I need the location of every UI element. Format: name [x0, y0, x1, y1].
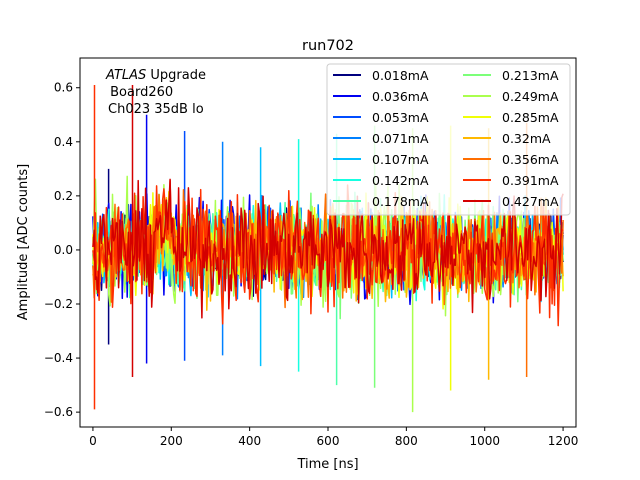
y-tick-label: −0.6: [44, 405, 73, 419]
series-line: [92, 178, 564, 319]
y-tick-label: 0.6: [54, 81, 73, 95]
x-tick-label: 1200: [548, 434, 579, 448]
y-axis-ticks: −0.6 −0.4 −0.2 0.0 0.2 0.4 0.6: [44, 81, 80, 419]
x-tick-label: 600: [317, 434, 340, 448]
legend-label: 0.285mA: [502, 110, 559, 125]
x-tick-label: 400: [238, 434, 261, 448]
annotation: ATLAS Upgrade Board260 Ch023 35dB lo: [105, 68, 206, 117]
legend-label: 0.018mA: [372, 68, 429, 83]
y-tick-label: 0.2: [54, 189, 73, 203]
annotation-atlas: ATLAS: [105, 68, 146, 83]
legend-label: 0.071mA: [372, 131, 429, 146]
x-tick-label: 1000: [469, 434, 500, 448]
legend-label: 0.053mA: [372, 110, 429, 125]
legend-label: 0.356mA: [502, 152, 559, 167]
annotation-board: Board260: [106, 85, 173, 100]
y-tick-label: −0.2: [44, 297, 73, 311]
x-axis-ticks: 0 200 400 600 800 1000 1200: [89, 427, 578, 448]
svg-text:ATLAS Upgrade: ATLAS Upgrade: [105, 68, 206, 83]
annotation-channel: Ch023 35dB lo: [108, 102, 204, 117]
y-tick-label: 0.0: [54, 243, 73, 257]
legend: 0.018mA 0.036mA 0.053mA 0.071mA 0.107mA 0.142…: [326, 63, 571, 216]
legend-label: 0.391mA: [502, 173, 559, 188]
x-axis-label: Time [ns]: [296, 457, 358, 472]
legend-label: 0.036mA: [372, 89, 429, 104]
legend-label: 0.107mA: [372, 152, 429, 167]
series-line: [92, 179, 564, 327]
annotation-upgrade: Upgrade: [146, 68, 206, 83]
legend-label: 0.32mA: [502, 131, 551, 146]
legend-label: 0.213mA: [502, 68, 559, 83]
legend-label: 0.427mA: [502, 194, 559, 209]
x-tick-label: 800: [395, 434, 418, 448]
x-tick-label: 0: [89, 434, 97, 448]
y-tick-label: −0.4: [44, 351, 73, 365]
legend-label: 0.249mA: [502, 89, 559, 104]
y-tick-label: 0.4: [54, 135, 73, 149]
y-axis-label: Amplitude [ADC counts]: [16, 164, 31, 320]
legend-label: 0.142mA: [372, 173, 429, 188]
chart-title: run702: [302, 38, 354, 54]
legend-box: [326, 63, 571, 216]
x-tick-label: 200: [160, 434, 183, 448]
legend-label: 0.178mA: [372, 194, 429, 209]
